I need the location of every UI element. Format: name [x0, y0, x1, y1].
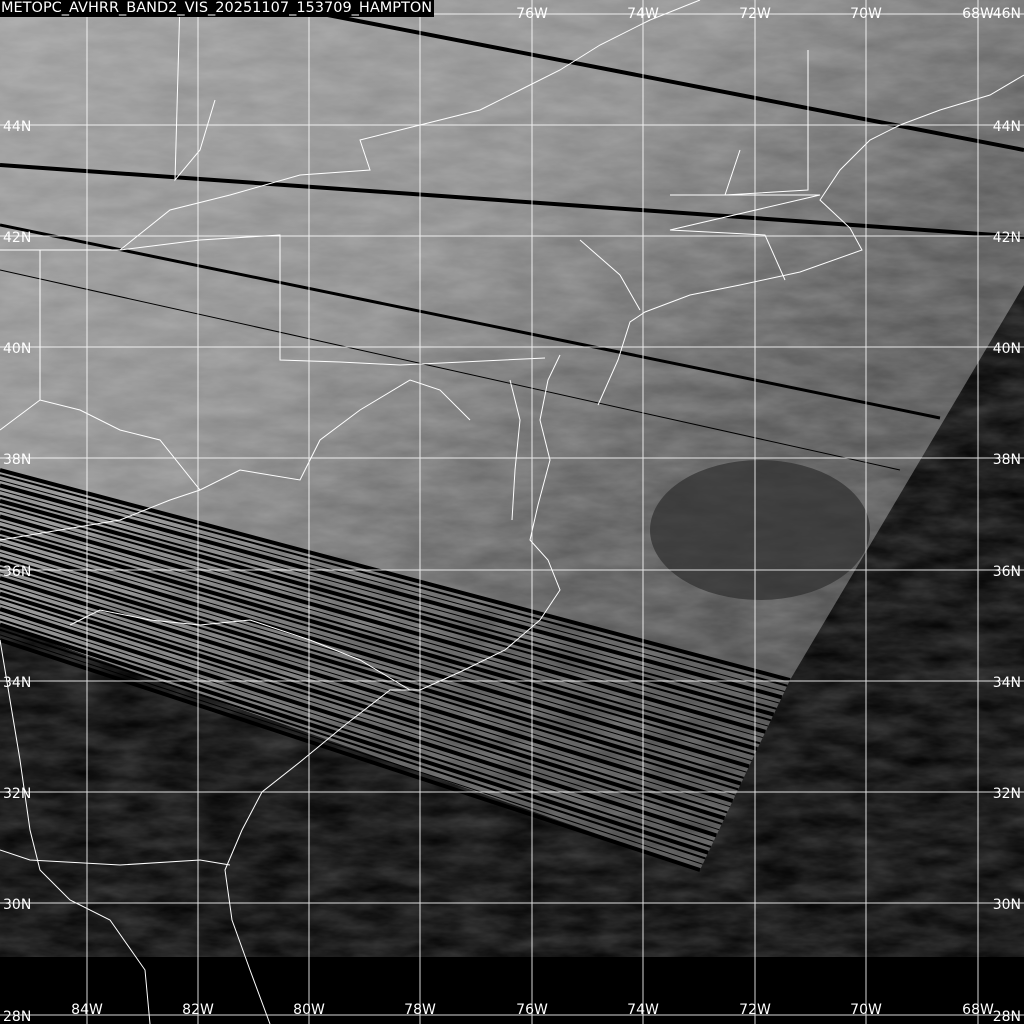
scan-gap	[0, 587, 728, 814]
grid-label: 68W	[962, 1002, 994, 1018]
grid-label: 76W	[516, 6, 548, 22]
scan-gap	[0, 622, 709, 855]
scan-gap	[0, 560, 742, 786]
grid-label: 80W	[293, 1002, 325, 1018]
scan-gap	[0, 536, 755, 756]
grid-label: 82W	[182, 1002, 214, 1018]
scan-gap	[0, 591, 726, 821]
grid-label: 32N	[993, 786, 1021, 802]
scan-gap	[0, 545, 750, 769]
grid-label: 74W	[627, 6, 659, 22]
grid-label: 30N	[993, 897, 1021, 913]
grid-label: 40N	[3, 341, 31, 357]
grid-label: 72W	[739, 6, 771, 22]
scan-gap	[0, 474, 788, 687]
grid-label: 40N	[993, 341, 1021, 357]
grid-label: 34N	[993, 675, 1021, 691]
image-title: METOPC_AVHRR_BAND2_VIS_20251107_153709_H…	[0, 0, 435, 17]
grid-label: 38N	[3, 452, 31, 468]
scan-gap	[0, 514, 766, 734]
scan-gap	[0, 613, 714, 842]
grid-label: 42N	[993, 230, 1021, 246]
scan-gap	[0, 223, 941, 420]
scan-gap	[0, 510, 769, 727]
scan-gap	[0, 572, 736, 796]
scan-gap	[0, 494, 777, 710]
grid-label: 34N	[3, 675, 31, 691]
scan-gap	[0, 597, 723, 825]
grid-label: 38N	[993, 452, 1021, 468]
scan-gap	[0, 163, 1024, 239]
scan-gap	[0, 269, 901, 471]
scan-gap	[0, 490, 780, 704]
grid-label: 76W	[516, 1002, 548, 1018]
grid-label: 74W	[627, 1002, 659, 1018]
scan-gap	[0, 566, 739, 791]
scan-gap	[0, 556, 744, 779]
scan-gap	[0, 521, 763, 739]
grid-labels: 44N 44N 42N 42N 40N 40N 38N 38N 36N 36N 34N 34N 32N 3…	[3, 6, 1021, 1024]
grid-label: 44N	[993, 119, 1021, 135]
scan-gap	[0, 638, 701, 872]
scan-gap	[0, 498, 775, 717]
grid-label: 30N	[3, 897, 31, 913]
scan-gap	[0, 576, 734, 803]
grid-label: 32N	[3, 786, 31, 802]
grid-label: 28N	[993, 1009, 1021, 1024]
grid-label: 78W	[404, 1002, 436, 1018]
grid-label: 42N	[3, 230, 31, 246]
scan-gap	[0, 618, 712, 848]
grid-label: 28N	[3, 1009, 31, 1024]
scan-gap	[0, 505, 772, 722]
grid-label: 70W	[850, 6, 882, 22]
scan-gap	[0, 529, 758, 752]
grid-label: 44N	[3, 119, 31, 135]
grid-label: 70W	[850, 1002, 882, 1018]
scan-gap	[0, 541, 752, 762]
scan-gap	[0, 607, 717, 838]
grid-label: 36N	[993, 564, 1021, 580]
scan-gap	[0, 483, 783, 700]
scan-gap	[0, 634, 703, 865]
scan-gap	[0, 525, 761, 745]
grid-label: 68W	[962, 6, 994, 22]
scan-gap	[0, 468, 791, 682]
scan-gap	[0, 582, 731, 808]
grid-label: 72W	[739, 1002, 771, 1018]
grid-label: 84W	[71, 1002, 103, 1018]
scan-gap	[0, 628, 706, 860]
grid-label: 36N	[3, 564, 31, 580]
scan-gap	[0, 551, 747, 773]
grid-label: 46N	[993, 6, 1021, 22]
